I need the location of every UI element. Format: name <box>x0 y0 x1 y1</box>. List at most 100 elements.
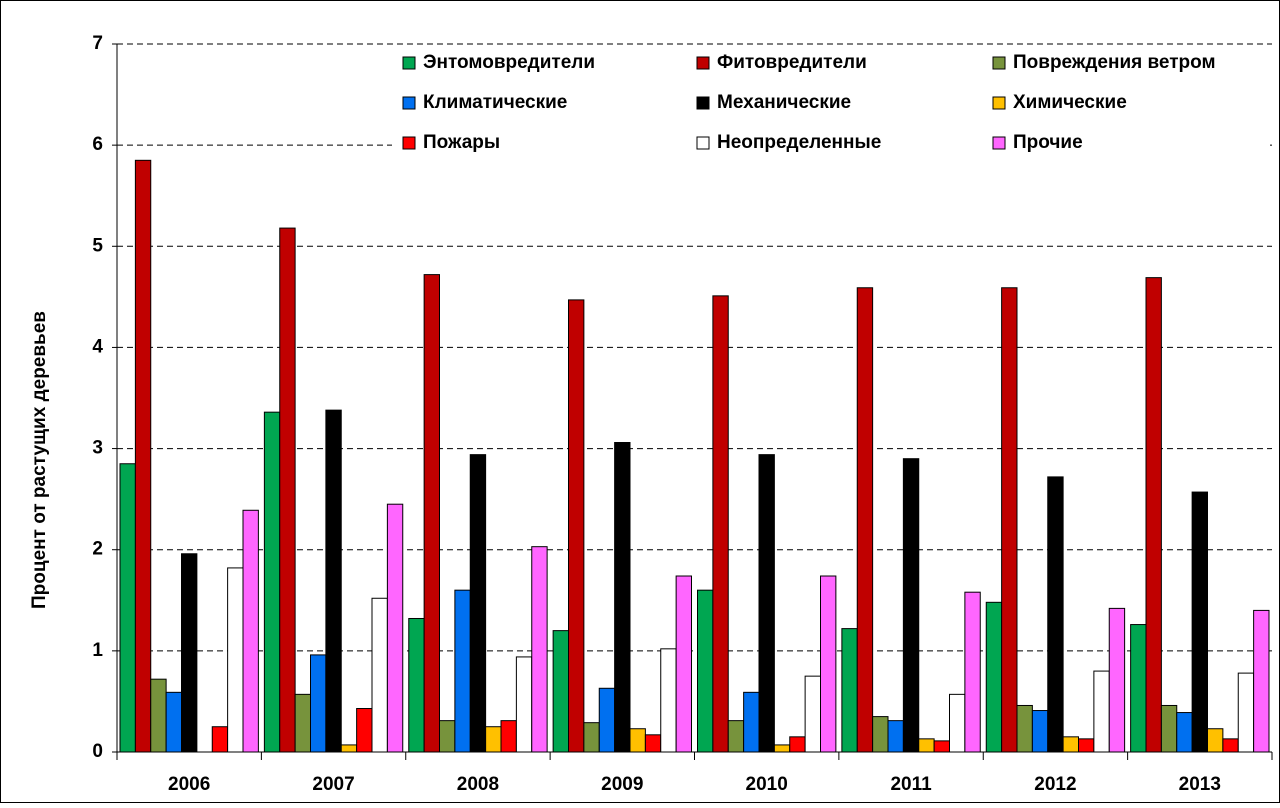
bar <box>485 726 502 753</box>
x-tick-label: 2012 <box>1034 774 1076 795</box>
bar <box>660 648 677 753</box>
bar <box>1160 704 1178 753</box>
bar <box>758 454 775 753</box>
bar <box>227 567 244 753</box>
bar <box>1253 609 1270 753</box>
bar <box>552 630 569 753</box>
bar <box>242 509 259 753</box>
bar <box>340 744 358 753</box>
bar <box>1130 624 1147 753</box>
bar <box>1207 728 1224 753</box>
bar <box>598 687 616 753</box>
bar <box>773 744 791 753</box>
bar <box>841 628 858 753</box>
y-tick-label: 6 <box>92 134 103 155</box>
bar <box>1222 738 1239 753</box>
bar <box>918 738 935 753</box>
bar <box>675 575 692 753</box>
legend-label: Пожары <box>423 132 500 153</box>
y-tick-label: 2 <box>92 539 103 560</box>
bar <box>325 409 342 753</box>
legend-label: Химические <box>1013 92 1127 113</box>
bar <box>119 463 136 753</box>
legend-label: Повреждения ветром <box>1013 52 1216 73</box>
legend-swatch <box>696 136 710 150</box>
bar <box>263 411 281 753</box>
bar <box>820 575 837 753</box>
bar <box>1176 712 1193 753</box>
bar <box>181 553 198 753</box>
y-tick-label: 3 <box>92 438 103 459</box>
y-tick-label: 0 <box>92 741 103 762</box>
bar <box>386 503 404 753</box>
bar <box>134 159 152 753</box>
legend-swatch <box>696 96 710 110</box>
x-tick-label: 2013 <box>1179 774 1221 795</box>
legend-label: Климатические <box>423 92 567 113</box>
bar <box>1062 736 1079 753</box>
bar <box>423 274 440 753</box>
bar <box>712 295 729 753</box>
legend-background <box>392 45 1270 163</box>
legend-label: Неопределенные <box>717 132 881 153</box>
x-tick-label: 2008 <box>457 774 499 795</box>
bar <box>515 656 533 753</box>
legend-swatch <box>402 56 416 70</box>
bar <box>872 716 889 753</box>
bar <box>500 720 517 753</box>
bar <box>697 589 714 753</box>
bar <box>933 740 950 753</box>
y-tick-label: 1 <box>92 640 103 661</box>
bar <box>408 617 425 753</box>
bar <box>1145 277 1162 753</box>
bar <box>1047 476 1064 753</box>
bar <box>727 720 745 753</box>
legend-swatch <box>992 136 1006 150</box>
bar <box>629 728 646 753</box>
bar <box>902 458 920 753</box>
bar <box>568 299 585 753</box>
legend-label: Прочие <box>1013 132 1083 153</box>
bar <box>1031 710 1049 753</box>
bar <box>1237 672 1255 753</box>
bar <box>856 287 874 753</box>
legend-label: Механические <box>717 92 851 113</box>
bar <box>743 691 760 753</box>
bar <box>439 720 456 753</box>
y-tick-label: 7 <box>92 33 103 54</box>
legend-label: Энтомовредители <box>423 52 595 73</box>
bar <box>150 678 167 753</box>
y-tick-label: 4 <box>92 336 103 357</box>
x-tick-label: 2009 <box>601 774 643 795</box>
legend-swatch <box>696 56 710 70</box>
bar <box>531 546 548 753</box>
legend-swatch <box>402 136 416 150</box>
bar <box>1078 738 1095 753</box>
bar <box>211 726 229 753</box>
bar <box>804 675 821 753</box>
bar <box>949 693 966 753</box>
bar <box>644 734 662 753</box>
bar <box>583 722 600 753</box>
y-tick-label: 5 <box>92 235 103 256</box>
x-tick-label: 2007 <box>312 774 354 795</box>
bar <box>887 720 904 753</box>
bar <box>165 691 182 753</box>
bar <box>1108 607 1126 753</box>
bar <box>1191 491 1208 753</box>
legend-label: Фитовредители <box>717 52 867 73</box>
legend-swatch <box>992 96 1006 110</box>
bar <box>1001 287 1018 753</box>
bar <box>964 591 981 753</box>
legend-swatch <box>992 56 1006 70</box>
bar <box>789 736 806 753</box>
bar <box>614 442 631 753</box>
x-tick-label: 2010 <box>746 774 788 795</box>
x-tick-label: 2006 <box>168 774 210 795</box>
bar <box>294 693 311 753</box>
bar <box>371 597 388 753</box>
bar <box>356 708 373 753</box>
y-axis-label: Процент от растущих деревьев <box>29 311 50 609</box>
legend-swatch <box>402 96 416 110</box>
